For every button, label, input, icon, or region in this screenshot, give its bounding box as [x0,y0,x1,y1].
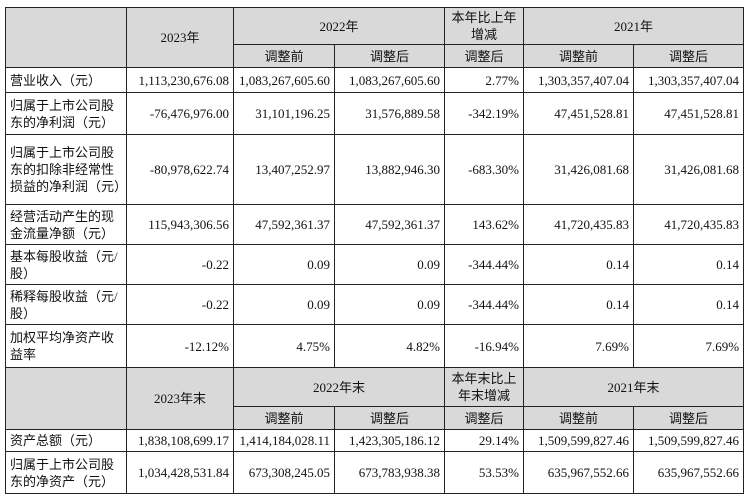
value-cell: 1,034,428,531.84 [126,451,234,494]
year-header: 2022年 [232,7,446,45]
value-cell: 673,308,245.05 [233,451,335,494]
row-label: 归属于上市公司股东的净利润（元） [5,92,127,135]
sub-header: 调整后 [633,406,745,430]
value-cell: 4.82% [333,324,446,368]
value-cell: 143.62% [444,204,525,245]
value-cell: 1,083,267,605.60 [333,67,446,93]
value-cell: 47,451,528.81 [633,92,745,135]
value-cell: 1,423,305,186.12 [333,429,446,452]
value-cell: -12.12% [126,324,234,368]
row-label: 归属于上市公司股东的扣除非经常性损益的净利润（元） [5,134,127,205]
financial-table: 2023年 2022年 本年比上年增减 2021年 调整前 调整后 调整后 调整前 调整后 营业收… [5,7,745,494]
sub-header: 调整后 [333,406,446,430]
value-cell: 1,838,108,699.17 [126,429,234,452]
change-header: 本年末比上年末增减 [444,367,525,407]
value-cell: 47,592,361.37 [333,204,446,245]
value-cell: 115,943,306.56 [126,204,234,245]
sub-header: 调整前 [233,406,335,430]
row-label: 归属于上市公司股东的净资产（元） [5,451,127,494]
sub-header: 调整后 [633,44,745,68]
value-cell: 29.14% [444,429,525,452]
value-cell: 1,303,357,407.04 [633,67,745,93]
corner-cell [5,367,127,430]
row-label: 基本每股收益（元/股） [5,244,127,285]
sub-header: 调整前 [523,406,635,430]
value-cell: 635,967,552.66 [523,451,635,494]
value-cell: 31,426,081.68 [633,134,745,205]
sub-header: 调整前 [233,44,335,68]
value-cell: -344.44% [444,244,525,285]
value-cell: 1,509,599,827.46 [633,429,745,452]
value-cell: 7.69% [633,324,745,368]
corner-cell [5,7,127,68]
value-cell: 635,967,552.66 [633,451,745,494]
value-cell: 47,451,528.81 [523,92,635,135]
value-cell: 1,303,357,407.04 [523,67,635,93]
value-cell: 0.14 [523,244,635,285]
sub-header: 调整后 [444,406,525,430]
value-cell: -0.22 [126,284,234,325]
value-cell: 31,101,196.25 [233,92,335,135]
sub-header: 调整后 [444,44,525,68]
value-cell: 1,113,230,676.08 [126,67,234,93]
value-cell: 0.14 [633,284,745,325]
value-cell: -80,978,622.74 [126,134,234,205]
year-header: 2023年 [126,7,234,68]
year-header: 2021年 [523,7,745,45]
value-cell: -76,476,976.00 [126,92,234,135]
value-cell: 0.14 [523,284,635,325]
value-cell: -0.22 [126,244,234,285]
value-cell: 47,592,361.37 [233,204,335,245]
value-cell: -344.44% [444,284,525,325]
year-header: 2021年末 [523,367,745,407]
value-cell: 0.09 [333,284,446,325]
value-cell: 41,720,435.83 [523,204,635,245]
value-cell: 0.09 [233,284,335,325]
row-label: 加权平均净资产收益率 [5,324,127,368]
value-cell: 1,414,184,028.11 [233,429,335,452]
value-cell: 2.77% [444,67,525,93]
value-cell: 4.75% [233,324,335,368]
value-cell: 13,407,252.97 [233,134,335,205]
year-header: 2022年末 [232,367,446,407]
value-cell: -683.30% [444,134,525,205]
change-header: 本年比上年增减 [444,7,525,45]
value-cell: 0.09 [333,244,446,285]
sub-header: 调整前 [523,44,635,68]
row-label: 营业收入（元） [5,67,127,93]
sub-header: 调整后 [333,44,446,68]
value-cell: 0.09 [233,244,335,285]
value-cell: 41,720,435.83 [633,204,745,245]
value-cell: 1,083,267,605.60 [233,67,335,93]
value-cell: -342.19% [444,92,525,135]
value-cell: 7.69% [523,324,635,368]
value-cell: 1,509,599,827.46 [523,429,635,452]
value-cell: 0.14 [633,244,745,285]
value-cell: 31,576,889.58 [333,92,446,135]
value-cell: -16.94% [444,324,525,368]
row-label: 稀释每股收益（元/股） [5,284,127,325]
value-cell: 673,783,938.38 [333,451,446,494]
year-header: 2023年末 [126,367,234,430]
row-label: 资产总额（元） [5,429,127,452]
value-cell: 31,426,081.68 [523,134,635,205]
value-cell: 13,882,946.30 [333,134,446,205]
row-label: 经营活动产生的现金流量净额（元） [5,204,127,245]
value-cell: 53.53% [444,451,525,494]
